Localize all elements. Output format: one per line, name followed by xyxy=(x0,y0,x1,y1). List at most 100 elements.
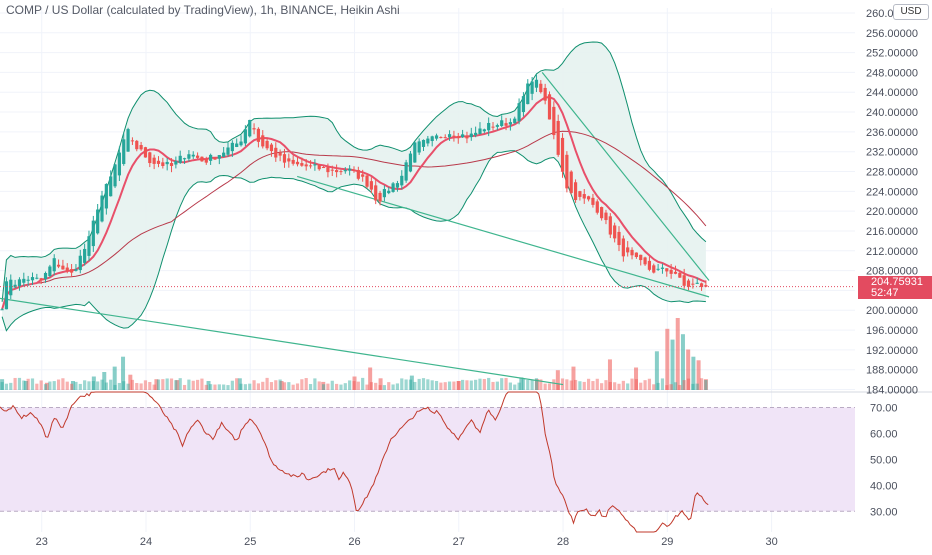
candle-body xyxy=(335,170,339,173)
volume-bar xyxy=(174,380,178,390)
price-tick-label: 200.00000 xyxy=(866,305,918,317)
volume-bar xyxy=(556,384,560,390)
candle-body xyxy=(339,171,343,173)
candle-body xyxy=(513,118,517,124)
volume-bar xyxy=(521,378,526,390)
candle-body xyxy=(586,196,591,200)
volume-bar xyxy=(704,380,708,390)
volume-bar xyxy=(409,375,414,390)
candle-body xyxy=(213,157,217,160)
rsi-line xyxy=(0,391,709,533)
candle-body xyxy=(256,128,261,142)
candle-body xyxy=(161,162,165,166)
volume-bar xyxy=(252,380,256,390)
candle-body xyxy=(169,163,174,166)
volume-bar xyxy=(43,384,48,390)
candle-body xyxy=(630,249,634,256)
candle-body xyxy=(330,169,334,171)
candle-body xyxy=(130,140,135,142)
time-tick-label: 28 xyxy=(557,536,569,548)
volume-bar xyxy=(626,383,630,390)
volume-bar xyxy=(135,383,139,390)
volume-bar xyxy=(165,378,169,390)
time-axis[interactable]: 23 24 25 26 27 28 29 30 xyxy=(36,536,778,548)
candle-body xyxy=(265,140,269,149)
volume-bar xyxy=(26,378,30,390)
price-tick-label: 252.00000 xyxy=(866,48,918,60)
volume-bar xyxy=(378,378,383,390)
volume-bar xyxy=(348,380,352,390)
volume-bar xyxy=(304,378,308,390)
volume-bar xyxy=(321,384,326,390)
volume-bar xyxy=(0,382,4,390)
candle-body xyxy=(578,191,582,197)
volume-bar xyxy=(430,380,434,390)
candle-body xyxy=(382,189,387,198)
candle-body xyxy=(174,161,178,165)
candle-body xyxy=(178,155,182,163)
candle-body xyxy=(369,181,373,190)
volume-bar xyxy=(613,382,617,390)
candle-body xyxy=(608,216,612,235)
candle-body xyxy=(83,248,87,263)
currency-button[interactable]: USD xyxy=(893,4,929,20)
volume-bar xyxy=(213,384,217,390)
candle-body xyxy=(573,182,578,201)
volume-bar xyxy=(161,379,165,390)
candle-body xyxy=(378,192,382,202)
volume-bar xyxy=(508,382,512,390)
price-axis[interactable]: 184.00000 188.00000 192.00000 196.00000 200.… xyxy=(866,8,918,397)
volume-bar xyxy=(534,378,539,390)
candle-body xyxy=(439,137,443,139)
candle-body xyxy=(669,269,673,274)
volume-bar xyxy=(96,381,100,390)
volume-bar xyxy=(126,383,130,390)
candle-body xyxy=(556,120,560,155)
candle-body xyxy=(569,171,573,193)
candle-body xyxy=(617,231,621,246)
candle-body xyxy=(17,279,22,287)
candle-body xyxy=(465,135,469,139)
volume-bar xyxy=(152,384,156,390)
candle-body xyxy=(9,279,13,296)
volume-bar xyxy=(282,382,287,390)
candle-body xyxy=(543,87,547,101)
candle-body xyxy=(69,269,74,273)
price-tick-label: 232.00000 xyxy=(866,147,918,159)
volume-bar xyxy=(235,378,239,390)
volume-bar xyxy=(417,378,421,390)
candle-body xyxy=(204,159,208,163)
volume-bar xyxy=(680,334,685,390)
candle-body xyxy=(230,142,234,152)
volume-bar xyxy=(130,379,135,390)
volume-bar xyxy=(639,382,643,390)
candle-body xyxy=(487,122,491,131)
candle-body xyxy=(304,164,308,167)
candle-body xyxy=(361,174,365,177)
volume-bar xyxy=(317,381,321,390)
volume-bar xyxy=(487,377,491,390)
volume-bar xyxy=(113,384,117,390)
candle-body xyxy=(274,147,278,158)
volume-bar xyxy=(686,378,691,390)
volume-bar xyxy=(413,381,417,390)
rsi-tick-label: 30.00 xyxy=(870,506,898,518)
rsi-tick-label: 40.00 xyxy=(870,480,898,492)
rsi-tick-label: 70.00 xyxy=(870,403,898,415)
volume-bar xyxy=(695,383,699,390)
volume-bar xyxy=(495,381,499,390)
candle-body xyxy=(148,152,152,164)
candle-body xyxy=(200,156,204,162)
volume-bar xyxy=(191,380,195,390)
volume-bar xyxy=(634,379,638,390)
candle-body xyxy=(478,128,482,135)
volume-bar xyxy=(669,384,673,390)
volume-bar xyxy=(9,382,13,390)
candle-body xyxy=(678,272,682,278)
candle-body xyxy=(547,94,552,120)
rsi-tick-label: 60.00 xyxy=(870,428,898,440)
candle-body xyxy=(52,258,56,272)
candle-body xyxy=(326,167,330,173)
candle-body xyxy=(626,247,630,253)
